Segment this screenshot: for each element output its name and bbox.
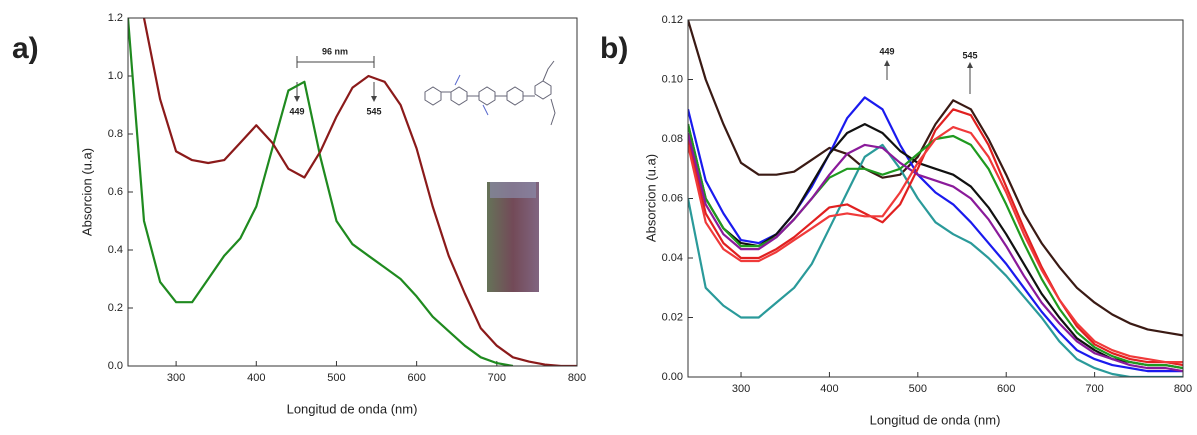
y-tick-label: 0.06	[662, 192, 683, 204]
y-tick-label: 1.2	[108, 12, 123, 24]
x-tick-label: 300	[732, 383, 750, 395]
y-tick-label: 0.10	[662, 73, 683, 85]
y-tick-label: 1.0	[108, 70, 123, 82]
molecule-sketch	[424, 60, 556, 126]
arrow	[886, 64, 971, 94]
y-tick-label: 0.04	[662, 252, 683, 264]
annotation: 449	[289, 106, 304, 116]
x-axis-title: Longitud de onda (nm)	[870, 412, 1001, 427]
y-axis-title: Absorcion (u.a)	[79, 148, 94, 236]
bracket	[296, 56, 375, 100]
y-tick-label: 0.6	[108, 186, 123, 198]
y-tick-label: 0.08	[662, 133, 683, 145]
x-tick-label: 800	[1174, 383, 1192, 395]
y-tick-label: 0.12	[662, 14, 683, 26]
series-line	[128, 18, 514, 366]
y-tick-label: 0.8	[108, 128, 123, 140]
x-tick-label: 700	[488, 372, 506, 384]
x-tick-label: 300	[167, 372, 185, 384]
x-axis-title: Longitud de onda (nm)	[287, 401, 418, 416]
series-line	[688, 143, 1183, 377]
vial-cap	[490, 182, 536, 198]
x-tick-label: 600	[407, 372, 425, 384]
vial-photo	[487, 182, 539, 292]
arrow-head	[884, 60, 973, 68]
annotation: 96 nm	[322, 46, 348, 56]
y-tick-label: 0.2	[108, 302, 123, 314]
panel-label: a)	[12, 32, 39, 65]
x-tick-label: 400	[820, 383, 838, 395]
y-tick-label: 0.02	[662, 311, 683, 323]
x-tick-label: 800	[568, 372, 586, 384]
annotation: 545	[962, 50, 977, 60]
x-tick-label: 700	[1085, 383, 1103, 395]
y-axis-title: Absorcion (u.a)	[643, 154, 658, 242]
series-line	[688, 126, 1183, 364]
x-tick-label: 400	[247, 372, 265, 384]
plot-frame	[127, 17, 578, 367]
series-line	[688, 123, 1183, 370]
annotation: 545	[366, 106, 381, 116]
y-tick-label: 0.4	[108, 244, 123, 256]
x-tick-label: 500	[327, 372, 345, 384]
y-tick-label: 0.00	[662, 371, 683, 383]
x-tick-label: 600	[997, 383, 1015, 395]
series-line	[688, 132, 1183, 373]
series-line	[688, 108, 1183, 367]
arrow-head	[294, 96, 377, 102]
series-line	[142, 18, 577, 366]
y-tick-label: 0.0	[108, 360, 123, 372]
x-tick-label: 500	[909, 383, 927, 395]
series-line	[688, 20, 1183, 337]
annotation: 449	[879, 46, 894, 56]
panel-label: b)	[600, 32, 628, 65]
plot-frame	[687, 19, 1184, 378]
